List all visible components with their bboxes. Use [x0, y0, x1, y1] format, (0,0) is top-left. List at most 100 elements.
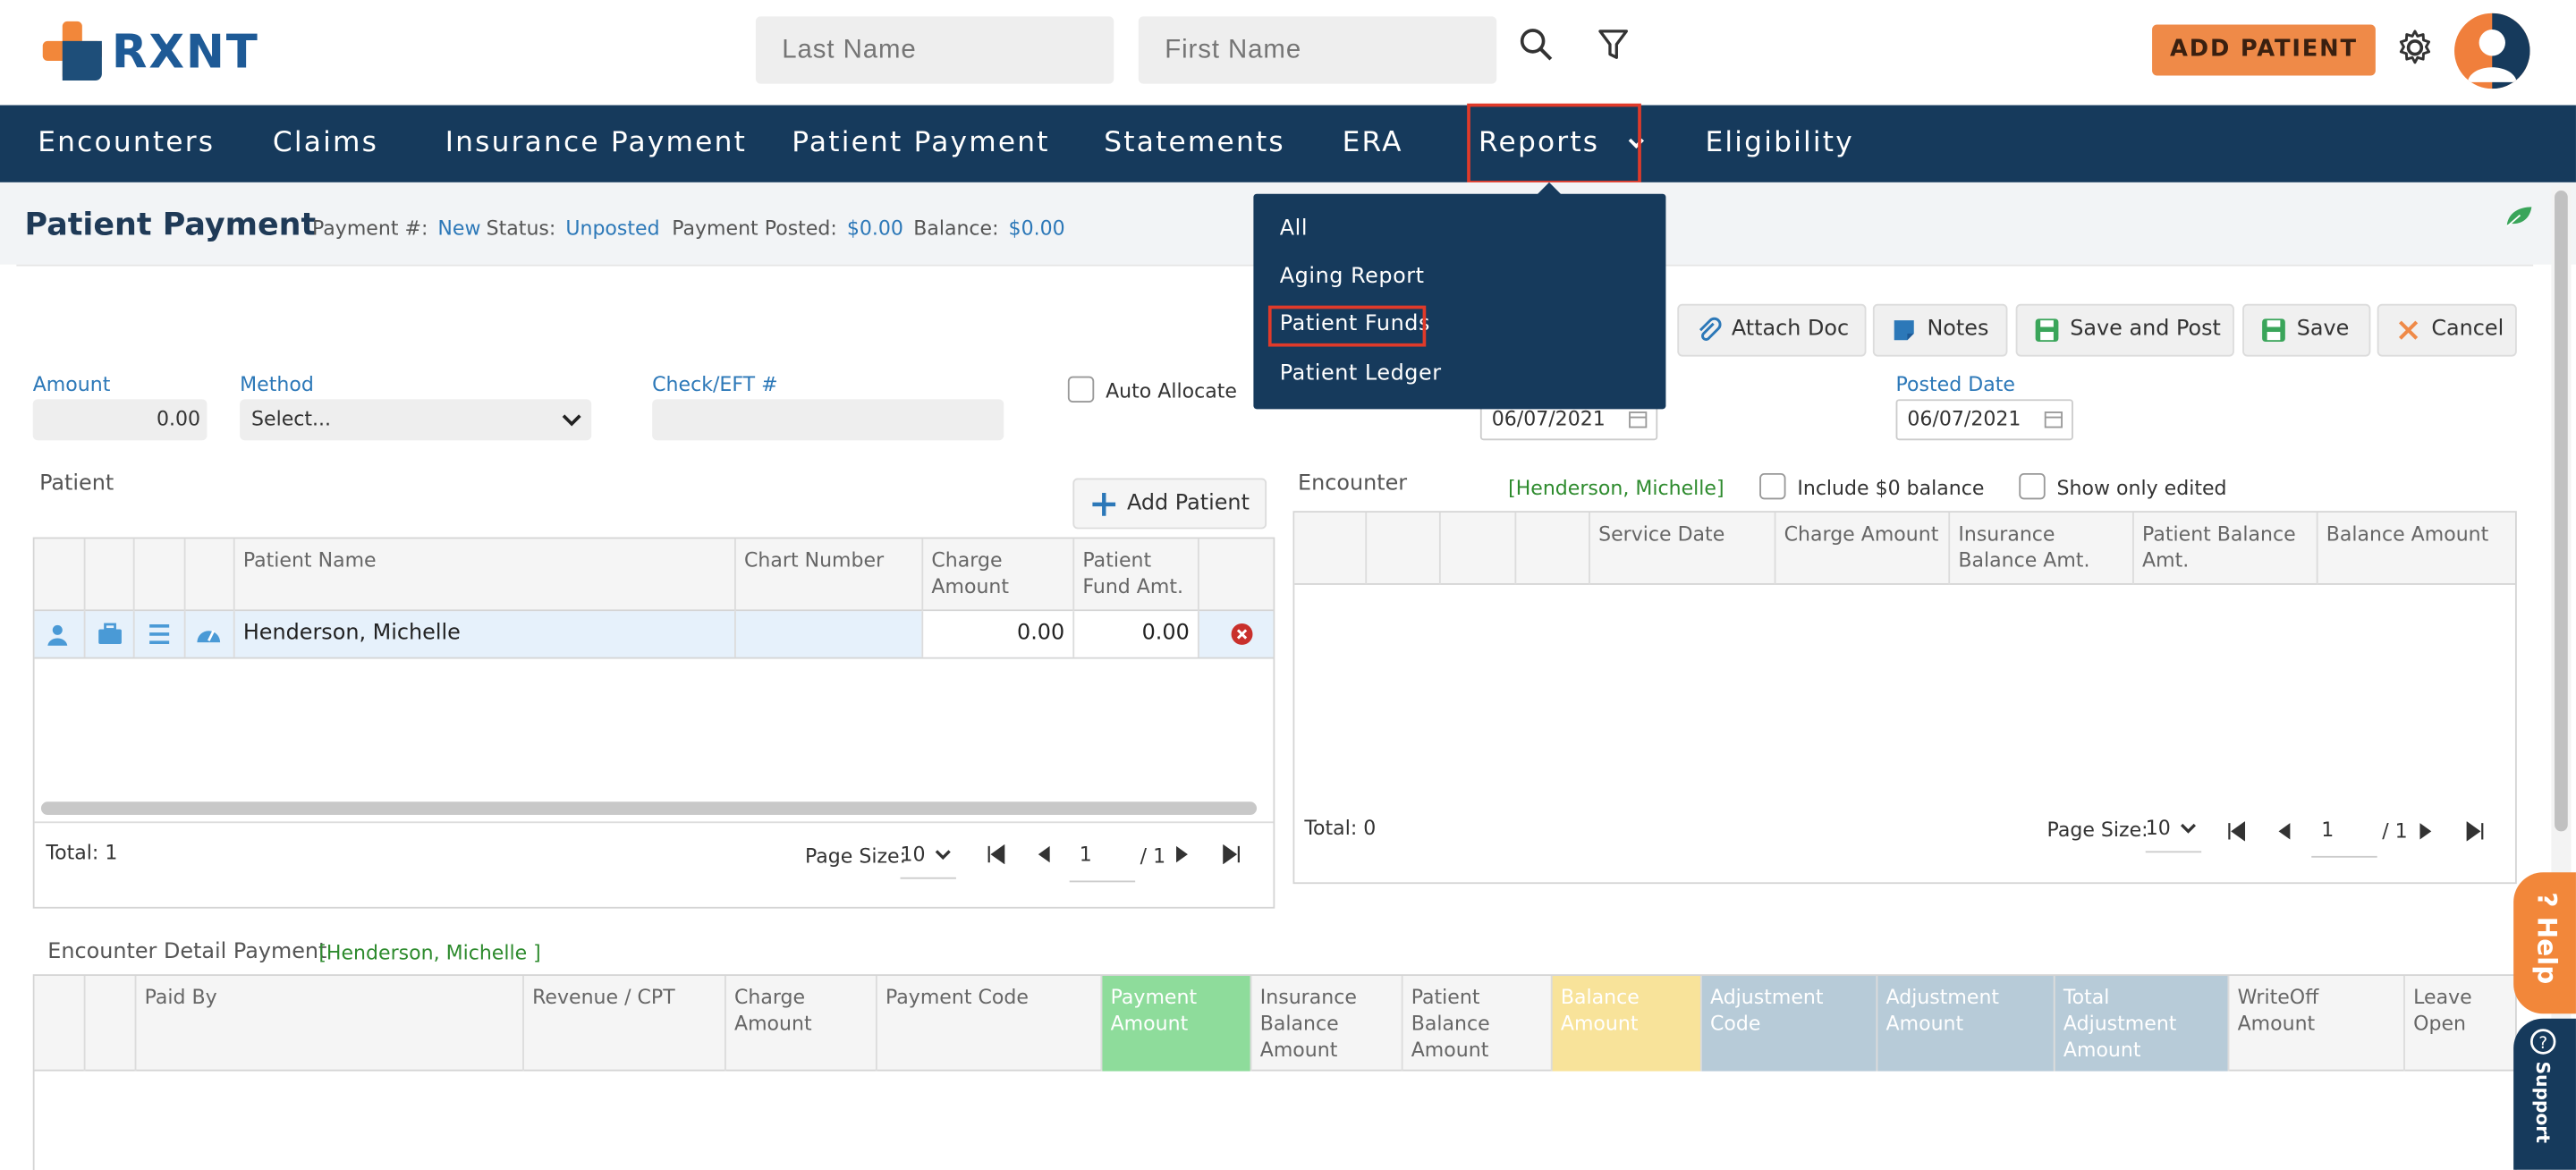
col-charge-amount[interactable]: Charge Amount	[921, 538, 1072, 612]
filter-icon[interactable]	[1595, 26, 1634, 65]
col-adjustment-code[interactable]: Adjustment Code	[1699, 975, 1877, 1072]
nav-encounters[interactable]: Encounters	[38, 126, 216, 160]
save-label: Save	[2296, 317, 2350, 343]
check-eft-input[interactable]	[652, 399, 1004, 441]
col-total-adjustment-amount[interactable]: Total Adjustment Amount	[2053, 975, 2228, 1072]
col-paid-by[interactable]: Paid By	[134, 975, 522, 1072]
calendar-icon[interactable]	[1628, 409, 1648, 428]
save-and-post-button[interactable]: Save and Post	[2015, 303, 2234, 357]
calendar-icon[interactable]	[2044, 409, 2063, 428]
rxnt-logo[interactable]: RXNT	[42, 21, 259, 81]
col-leave-open[interactable]: Leave Open	[2403, 975, 2515, 1072]
gear-icon[interactable]	[2395, 28, 2435, 67]
col-patient-name[interactable]: Patient Name	[233, 538, 734, 612]
notes-button[interactable]: Notes	[1872, 303, 2008, 357]
menu-item-patient-ledger[interactable]: Patient Ledger	[1279, 361, 1442, 386]
floppy-icon	[2262, 318, 2285, 343]
include-zero-balance-checkbox[interactable]	[1759, 472, 1786, 500]
add-patient-grid-button[interactable]: Add Patient	[1072, 478, 1267, 530]
col-charge-amount[interactable]: Charge Amount	[1774, 513, 1949, 585]
col-patient-fund-amt[interactable]: Patient Fund Amt.	[1072, 538, 1198, 612]
col-payment-amount[interactable]: Payment Amount	[1100, 975, 1250, 1072]
logo-cross-icon	[42, 21, 102, 81]
col-balance-amount[interactable]: Balance Amount	[1550, 975, 1700, 1072]
menu-item-aging-report[interactable]: Aging Report	[1279, 264, 1425, 290]
col-balance-amount[interactable]: Balance Amount	[2316, 513, 2515, 585]
col-adjustment-amount[interactable]: Adjustment Amount	[1876, 975, 2054, 1072]
page-scrollbar-thumb[interactable]	[2555, 191, 2568, 832]
col-insurance-balance[interactable]: Insurance Balance Amt.	[1948, 513, 2132, 585]
nav-era[interactable]: ERA	[1342, 126, 1403, 160]
prev-page-icon[interactable]	[2275, 821, 2292, 841]
amount-label: Amount	[32, 372, 111, 396]
method-select[interactable]: Select...	[240, 399, 592, 441]
search-icon[interactable]	[1518, 26, 1557, 65]
encounter-section-title: Encounter	[1297, 471, 1408, 496]
posted-date-input[interactable]: 06/07/2021	[1895, 399, 2073, 441]
user-avatar[interactable]	[2454, 13, 2530, 89]
prev-page-icon[interactable]	[1035, 844, 1051, 864]
nav-reports-label: Reports	[1479, 126, 1600, 160]
attach-doc-button[interactable]: Attach Doc	[1677, 303, 1867, 357]
list-icon[interactable]	[132, 611, 184, 657]
patient-name-cell: Henderson, Michelle	[233, 611, 734, 657]
person-icon[interactable]	[35, 611, 84, 657]
last-name-input[interactable]	[755, 16, 1114, 84]
auto-allocate-checkbox[interactable]	[1067, 376, 1095, 403]
menu-item-patient-funds[interactable]: Patient Funds	[1279, 311, 1430, 337]
menu-item-all[interactable]: All	[1279, 216, 1309, 242]
dashboard-icon[interactable]	[183, 611, 233, 657]
horizontal-scrollbar[interactable]	[40, 801, 1258, 816]
save-button[interactable]: Save	[2242, 303, 2371, 357]
first-page-icon[interactable]	[2226, 821, 2246, 842]
nav-statements[interactable]: Statements	[1104, 126, 1285, 160]
nav-reports[interactable]: Reports	[1479, 106, 1647, 182]
cancel-button[interactable]: Cancel	[2377, 303, 2517, 357]
encounter-total: Total: 0	[1304, 816, 1377, 840]
page-size-select[interactable]: 10	[900, 843, 956, 879]
help-tab[interactable]: ? Help	[2513, 872, 2576, 1014]
patient-fund-cell[interactable]: 0.00	[1072, 611, 1198, 657]
col-patient-balance[interactable]: Patient Balance Amt.	[2132, 513, 2317, 585]
page-number-input[interactable]: 1	[2311, 818, 2377, 858]
page-of: / 1	[2382, 819, 2408, 844]
status-label: Status:	[486, 216, 556, 241]
show-only-edited-label: Show only edited	[2056, 476, 2227, 500]
posted-date-value: 06/07/2021	[1907, 407, 2021, 431]
nav-claims[interactable]: Claims	[272, 126, 379, 160]
leaf-icon[interactable]	[2504, 206, 2533, 229]
table-row[interactable]: Henderson, Michelle 0.00 0.00	[34, 611, 1274, 659]
col-chart-number[interactable]: Chart Number	[734, 538, 921, 612]
payment-date-input[interactable]: 06/07/2021	[1479, 399, 1658, 441]
show-only-edited-checkbox[interactable]	[2019, 472, 2046, 500]
nav-patient-payment[interactable]: Patient Payment	[792, 126, 1050, 160]
last-page-icon[interactable]	[1223, 844, 1242, 865]
chevron-down-icon	[2181, 823, 2197, 834]
col-revenue-cpt[interactable]: Revenue / CPT	[522, 975, 724, 1072]
next-page-icon[interactable]	[2419, 821, 2435, 841]
first-name-input[interactable]	[1138, 16, 1497, 84]
col-service-date[interactable]: Service Date	[1589, 513, 1775, 585]
next-page-icon[interactable]	[1174, 844, 1191, 864]
page-size-select[interactable]: 10	[2145, 817, 2202, 853]
col-writeoff-amount[interactable]: WriteOff Amount	[2227, 975, 2404, 1072]
col-insurance-balance-amount[interactable]: Insurance Balance Amount	[1250, 975, 1402, 1072]
briefcase-icon[interactable]	[83, 611, 133, 657]
add-patient-button[interactable]: ADD PATIENT	[2152, 24, 2376, 76]
col-payment-code[interactable]: Payment Code	[875, 975, 1101, 1072]
first-page-icon[interactable]	[986, 844, 1005, 865]
nav-insurance-payment[interactable]: Insurance Payment	[445, 126, 748, 160]
col-patient-balance-amount[interactable]: Patient Balance Amount	[1401, 975, 1551, 1072]
support-tab[interactable]: ? Support	[2513, 1018, 2576, 1170]
page-size-label: Page Size:	[804, 844, 907, 868]
col-charge-amount[interactable]: Charge Amount	[724, 975, 876, 1072]
amount-input[interactable]: 0.00	[32, 399, 208, 441]
remove-row-icon[interactable]	[1197, 611, 1273, 657]
charge-amount-cell: 0.00	[921, 611, 1073, 657]
nav-eligibility[interactable]: Eligibility	[1705, 126, 1854, 160]
page-title: Patient Payment	[24, 207, 317, 243]
last-page-icon[interactable]	[2466, 821, 2486, 842]
page-size-value: 10	[900, 843, 926, 866]
page-number-input[interactable]: 1	[1069, 843, 1136, 883]
chevron-down-icon	[936, 850, 952, 861]
